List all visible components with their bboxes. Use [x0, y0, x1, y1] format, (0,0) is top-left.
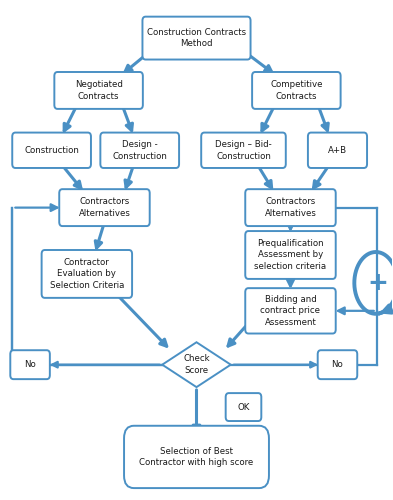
FancyBboxPatch shape [59, 189, 150, 226]
FancyBboxPatch shape [54, 72, 143, 109]
Text: OK: OK [237, 402, 250, 411]
FancyBboxPatch shape [245, 189, 336, 226]
FancyBboxPatch shape [100, 132, 179, 168]
FancyBboxPatch shape [42, 250, 132, 298]
FancyBboxPatch shape [318, 350, 357, 379]
FancyBboxPatch shape [201, 132, 286, 168]
Text: No: No [332, 360, 343, 369]
Text: Design – Bid-
Construction: Design – Bid- Construction [215, 140, 272, 160]
FancyBboxPatch shape [245, 231, 336, 279]
FancyBboxPatch shape [226, 393, 261, 421]
Text: Check
Score: Check Score [183, 354, 210, 375]
FancyBboxPatch shape [308, 132, 367, 168]
Text: Construction: Construction [24, 146, 79, 155]
FancyBboxPatch shape [245, 288, 336, 334]
Text: A+B: A+B [328, 146, 347, 155]
FancyBboxPatch shape [12, 132, 91, 168]
Text: Negotiated
Contracts: Negotiated Contracts [75, 80, 123, 100]
Text: Selection of Best
Contractor with high score: Selection of Best Contractor with high s… [140, 446, 253, 467]
FancyBboxPatch shape [252, 72, 341, 109]
Text: Bidding and
contract price
Assessment: Bidding and contract price Assessment [261, 295, 320, 327]
Text: Competitive
Contracts: Competitive Contracts [270, 80, 323, 100]
Text: No: No [24, 360, 36, 369]
FancyBboxPatch shape [10, 350, 50, 379]
Text: Prequalification
Assessment by
selection criteria: Prequalification Assessment by selection… [254, 239, 327, 271]
FancyBboxPatch shape [142, 16, 251, 60]
Text: Contractors
Alternatives: Contractors Alternatives [264, 198, 316, 218]
Text: Contractors
Alternatives: Contractors Alternatives [79, 198, 130, 218]
Polygon shape [162, 342, 231, 387]
Text: +: + [367, 271, 388, 295]
Text: Construction Contracts
Method: Construction Contracts Method [147, 28, 246, 48]
Text: Contractor
Evaluation by
Selection Criteria: Contractor Evaluation by Selection Crite… [50, 258, 124, 290]
FancyBboxPatch shape [124, 426, 269, 488]
Text: Design -
Construction: Design - Construction [112, 140, 167, 160]
